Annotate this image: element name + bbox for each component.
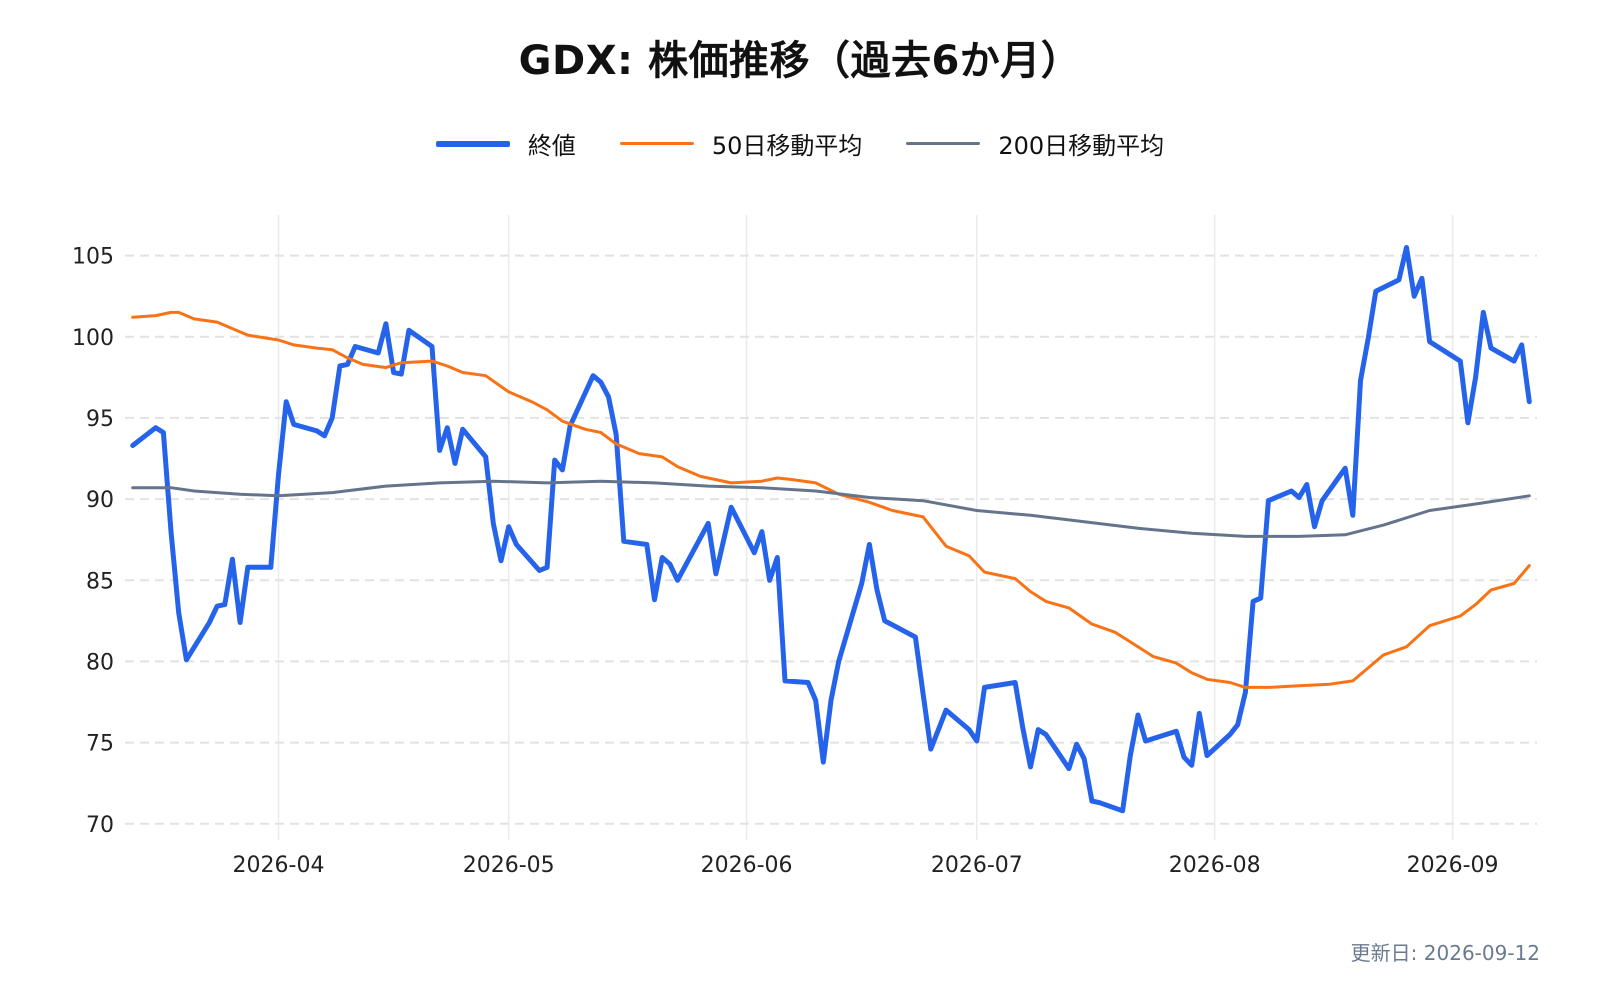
series-lines: [130, 245, 1532, 814]
x-tick-label: 2026-06: [701, 853, 793, 878]
legend-swatch-close: [435, 140, 510, 147]
x-tick-label: 2026-05: [463, 853, 555, 878]
legend-label-close: 終値: [527, 132, 576, 160]
updated-date: 更新日: 2026-09-12: [1350, 941, 1540, 965]
y-tick-label: 75: [86, 732, 114, 757]
x-tick-label: 2026-09: [1407, 853, 1499, 878]
close-price-line: [130, 245, 1532, 814]
grid-lines: [125, 215, 1537, 840]
legend-label-ma200: 200日移動平均: [998, 132, 1165, 160]
ma50-line: [131, 310, 1531, 689]
legend-label-ma50: 50日移動平均: [711, 132, 863, 160]
y-tick-label: 100: [72, 326, 114, 351]
axis-labels: 2026-04 2026-05 2026-06 2026-07 2026-08 2026-…: [72, 245, 1499, 878]
y-tick-label: 80: [86, 650, 114, 675]
legend-swatch-ma200: [906, 142, 981, 145]
ma200-line: [131, 479, 1531, 538]
legend-item-close: 終値: [435, 126, 576, 161]
legend-swatch-ma50: [619, 142, 694, 145]
y-tick-label: 90: [86, 488, 114, 513]
y-tick-label: 105: [72, 245, 114, 270]
chart-title: GDX: 株価推移（過去6か月）: [518, 38, 1082, 84]
y-tick-label: 95: [86, 407, 114, 432]
y-tick-label: 70: [86, 813, 114, 838]
x-tick-label: 2026-04: [233, 853, 325, 878]
x-tick-label: 2026-07: [931, 853, 1023, 878]
legend-item-ma50: 50日移動平均: [619, 126, 863, 161]
y-tick-label: 85: [86, 569, 114, 594]
legend-item-ma200: 200日移動平均: [906, 126, 1164, 161]
chart-legend: 終値 50日移動平均 200日移動平均: [0, 126, 1600, 161]
x-tick-label: 2026-08: [1169, 853, 1261, 878]
